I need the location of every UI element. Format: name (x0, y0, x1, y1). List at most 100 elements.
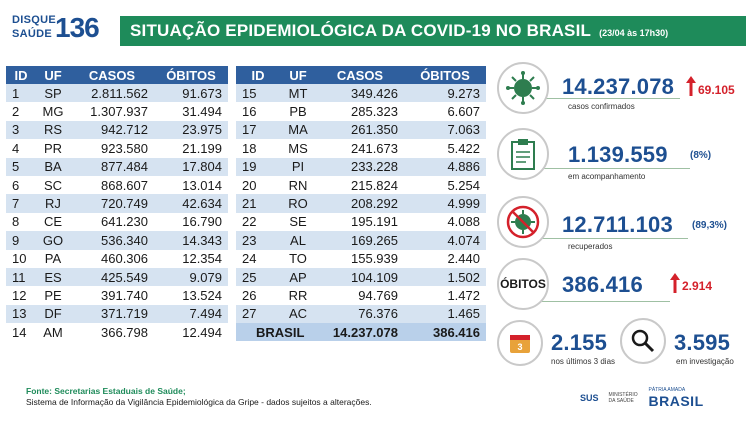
table-row: 12 PE 391.740 13.524 (6, 286, 228, 305)
logo-line1: DISQUE (12, 14, 56, 26)
row-obitos: 9.079 (154, 267, 228, 287)
row-casos: 261.350 (316, 120, 404, 140)
divider-line (520, 168, 690, 169)
row-id: 27 (236, 304, 280, 324)
investigation-value: 3.595 (674, 330, 731, 355)
footer-line2: Sistema de Informação da Vigilância Epid… (26, 397, 372, 407)
table-row: 10 PA 460.306 12.354 (6, 249, 228, 268)
row-id: 19 (236, 157, 280, 176)
row-obitos: 12.494 (154, 323, 228, 342)
table-row: 6 SC 868.607 13.014 (6, 175, 228, 195)
clipboard-icon (511, 139, 535, 170)
row-id: 24 (236, 249, 280, 268)
deaths-increase: 2.914 (682, 279, 713, 293)
row-casos: 241.673 (316, 139, 404, 158)
table-row: 16 PB 285.323 6.607 (236, 102, 486, 121)
divider-line (520, 238, 688, 239)
recovered-value: 12.711.103 (562, 212, 673, 237)
row-casos: 942.712 (70, 120, 154, 140)
row-casos: 720.749 (70, 194, 154, 213)
row-obitos: 91.673 (154, 84, 228, 103)
row-casos: 868.607 (70, 175, 154, 195)
brasil-total-row: BRASIL 14.237.078 386.416 (236, 323, 486, 342)
row-uf: RN (280, 175, 316, 195)
row-casos: 94.769 (316, 286, 404, 305)
row-uf: MG (36, 102, 70, 121)
table-body-left: 1 SP 2.811.562 91.673 2 MG 1.307.937 31.494 3 RS 9… (6, 84, 228, 342)
row-obitos: 7.494 (154, 304, 228, 324)
divider-line (520, 98, 680, 99)
recovered-icon-circle (497, 196, 549, 248)
footer-source: Fonte: Secretarias Estaduais de Saúde; S… (26, 386, 372, 408)
sus-logo: SUS (580, 393, 599, 403)
confirmed-value: 14.237.078 (562, 74, 675, 99)
divider-line (520, 301, 670, 302)
states-table-right: ID UF CASOS ÓBITOS 15 MT 349.426 9.273 16 PB 2… (236, 66, 486, 342)
disque-saude-logo: DISQUE SAÚDE 136 (8, 12, 112, 46)
row-obitos: 23.975 (154, 120, 228, 140)
table-row: 5 BA 877.484 17.804 (6, 157, 228, 176)
table-row: 20 RN 215.824 5.254 (236, 175, 486, 195)
deaths-value: 386.416 (562, 272, 643, 297)
row-uf: PE (36, 286, 70, 305)
row-obitos: 4.088 (404, 212, 486, 232)
monitoring-pct: (8%) (690, 150, 712, 161)
row-casos: 215.824 (316, 175, 404, 195)
ministry-logo: MINISTÉRIO DA SAÚDE (608, 392, 638, 404)
row-obitos: 7.063 (404, 120, 486, 140)
table-row: 27 AC 76.376 1.465 (236, 304, 486, 324)
row-obitos: 42.634 (154, 194, 228, 213)
table-row: 22 SE 195.191 4.088 (236, 212, 486, 232)
row-id: 13 (6, 304, 36, 324)
recovered-pct: (89,3%) (692, 220, 728, 231)
row-casos: 155.939 (316, 249, 404, 268)
table-row: 25 AP 104.109 1.502 (236, 267, 486, 287)
table-row: 8 CE 641.230 16.790 (6, 212, 228, 232)
confirmed-icon-circle (497, 62, 549, 114)
row-casos: 923.580 (70, 139, 154, 158)
row-id: 26 (236, 286, 280, 305)
row-casos: 208.292 (316, 194, 404, 213)
table-row: 18 MS 241.673 5.422 (236, 139, 486, 158)
row-obitos: 17.804 (154, 157, 228, 176)
row-obitos: 13.524 (154, 286, 228, 305)
row-obitos: 4.886 (404, 157, 486, 176)
row-obitos: 1.472 (404, 286, 486, 305)
row-id: 2 (6, 102, 36, 121)
recent-deaths-icon-circle: 3 (497, 320, 543, 366)
row-id: 17 (236, 120, 280, 140)
row-obitos: 14.343 (154, 231, 228, 250)
row-id: 8 (6, 212, 36, 232)
table-body-right: 15 MT 349.426 9.273 16 PB 285.323 6.607 17 MA 261.… (236, 84, 486, 324)
row-id: 4 (6, 139, 36, 158)
row-casos: 169.265 (316, 231, 404, 250)
row-uf: AP (280, 267, 316, 287)
row-casos: 195.191 (316, 212, 404, 232)
brasil-logo: PÁTRIA AMADA BRASIL (649, 387, 704, 409)
footer-line1: Fonte: Secretarias Estaduais de Saúde; (26, 386, 186, 396)
row-id: 7 (6, 194, 36, 213)
table-row: 15 MT 349.426 9.273 (236, 84, 486, 103)
patria-amada-text: PÁTRIA AMADA (648, 387, 686, 393)
row-id: 22 (236, 212, 280, 232)
row-obitos: 31.494 (154, 102, 228, 121)
row-obitos: 5.422 (404, 139, 486, 158)
table-row: 9 GO 536.340 14.343 (6, 231, 228, 250)
col-casos: CASOS (70, 66, 154, 84)
row-uf: RO (280, 194, 316, 213)
table-row: 1 SP 2.811.562 91.673 (6, 84, 228, 103)
row-uf: PB (280, 102, 316, 121)
virus-icon (506, 71, 540, 105)
magnifier-icon (631, 329, 655, 353)
row-obitos: 5.254 (404, 175, 486, 195)
recent-deaths-value: 2.155 (551, 330, 608, 355)
row-id: 18 (236, 139, 280, 158)
logo-line2: SAÚDE (12, 28, 53, 40)
row-uf: PR (36, 139, 70, 158)
row-uf: AM (36, 323, 70, 342)
row-uf: MS (280, 139, 316, 158)
table-row: 11 ES 425.549 9.079 (6, 267, 228, 287)
table-row: 3 RS 942.712 23.975 (6, 120, 228, 140)
table-row: 24 TO 155.939 2.440 (236, 249, 486, 268)
row-id: 10 (6, 249, 36, 268)
